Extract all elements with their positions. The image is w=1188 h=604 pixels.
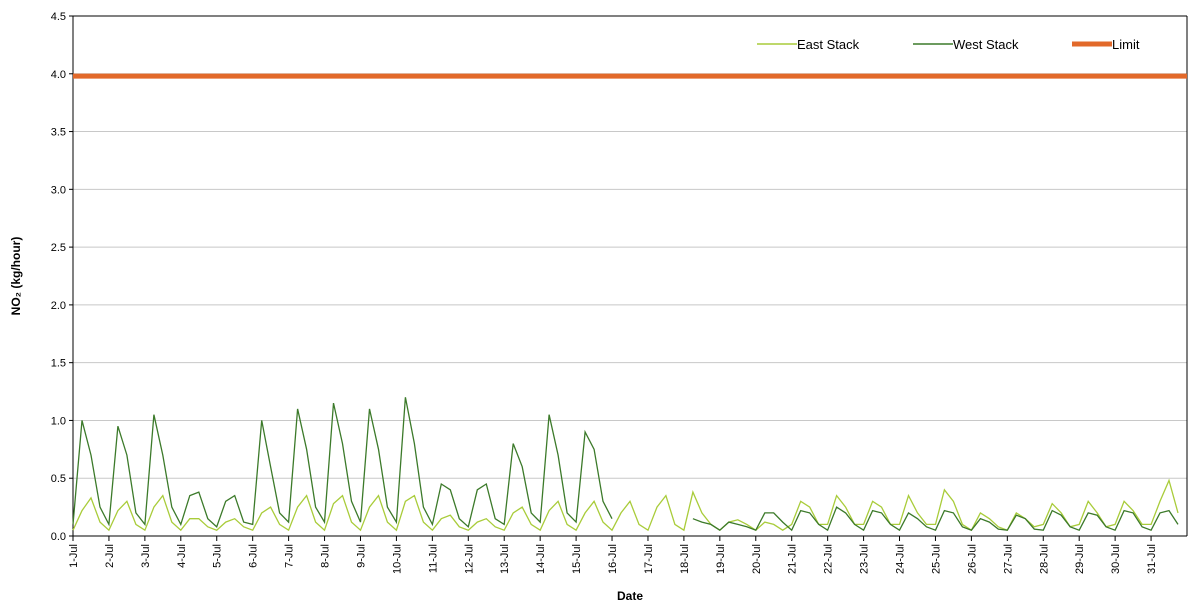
- x-tick-label: 3-Jul: [140, 544, 152, 568]
- x-tick-label: 11-Jul: [427, 544, 439, 573]
- x-axis-title: Date: [617, 589, 643, 603]
- x-tick-label: 4-Jul: [176, 544, 188, 568]
- x-tick-label: 14-Jul: [535, 544, 547, 574]
- series-line: [692, 506, 1179, 532]
- x-tick-label: 8-Jul: [320, 544, 332, 568]
- x-tick-label: 13-Jul: [499, 544, 511, 574]
- x-tick-label: 20-Jul: [751, 544, 763, 574]
- y-tick-label: 1.0: [51, 415, 66, 427]
- y-tick-label: 0.0: [51, 531, 66, 543]
- x-tick-label: 9-Jul: [355, 544, 367, 568]
- x-tick-label: 15-Jul: [571, 544, 583, 574]
- x-tick-label: 7-Jul: [284, 544, 296, 568]
- x-tick-label: 26-Jul: [966, 544, 978, 574]
- y-tick-label: 2.0: [51, 300, 66, 312]
- x-tick-label: 17-Jul: [643, 544, 655, 574]
- y-axis-title: NO₂ (kg/hour): [9, 237, 23, 316]
- x-tick-label: 23-Jul: [859, 544, 871, 574]
- y-tick-label: 2.5: [51, 242, 66, 254]
- x-tick-label: 12-Jul: [463, 544, 475, 574]
- y-tick-label: 4.5: [51, 11, 66, 23]
- x-tick-label: 18-Jul: [679, 544, 691, 574]
- y-tick-label: 4.0: [51, 69, 66, 81]
- y-tick-label: 3.0: [51, 184, 66, 196]
- y-tick-label: 1.5: [51, 358, 66, 370]
- x-tick-label: 5-Jul: [212, 544, 224, 568]
- x-tick-label: 24-Jul: [895, 544, 907, 574]
- y-tick-label: 3.5: [51, 127, 66, 139]
- x-tick-label: 30-Jul: [1110, 544, 1122, 574]
- x-tick-label: 28-Jul: [1038, 544, 1050, 574]
- x-tick-label: 31-Jul: [1146, 544, 1158, 574]
- series-line: [72, 397, 613, 529]
- x-tick-label: 21-Jul: [787, 544, 799, 574]
- x-tick-label: 27-Jul: [1002, 544, 1014, 574]
- x-tick-label: 1-Jul: [68, 544, 80, 568]
- x-tick-label: 2-Jul: [104, 544, 116, 568]
- legend-label: East Stack: [797, 37, 860, 52]
- x-tick-label: 29-Jul: [1074, 544, 1086, 574]
- legend-label: West Stack: [953, 37, 1019, 52]
- x-tick-label: 22-Jul: [823, 544, 835, 574]
- x-tick-label: 19-Jul: [715, 544, 727, 574]
- x-tick-label: 16-Jul: [607, 544, 619, 574]
- legend-label: Limit: [1112, 37, 1140, 52]
- x-tick-label: 6-Jul: [248, 544, 260, 568]
- x-tick-label: 10-Jul: [391, 544, 403, 574]
- x-tick-label: 25-Jul: [930, 544, 942, 574]
- series-line: [72, 478, 1179, 532]
- y-tick-label: 0.5: [51, 473, 66, 485]
